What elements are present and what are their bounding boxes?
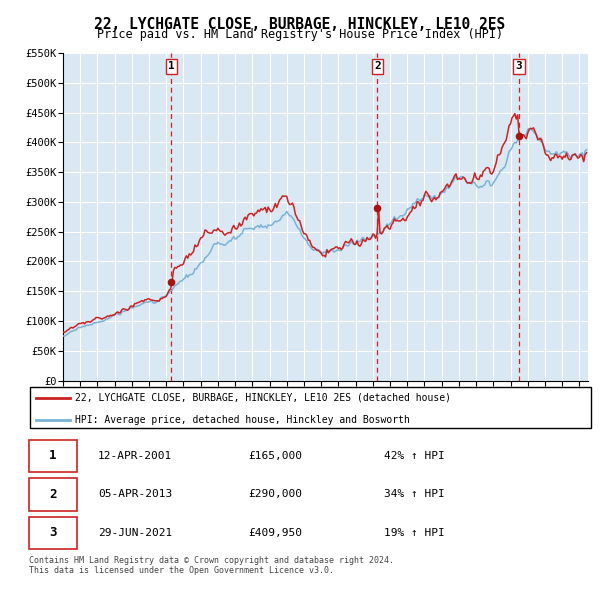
Text: 19% ↑ HPI: 19% ↑ HPI bbox=[384, 528, 445, 538]
Text: 2: 2 bbox=[374, 61, 381, 71]
Text: This data is licensed under the Open Government Licence v3.0.: This data is licensed under the Open Gov… bbox=[29, 566, 334, 575]
Text: £165,000: £165,000 bbox=[248, 451, 302, 461]
FancyBboxPatch shape bbox=[29, 517, 77, 549]
Text: Price paid vs. HM Land Registry's House Price Index (HPI): Price paid vs. HM Land Registry's House … bbox=[97, 28, 503, 41]
Text: 2: 2 bbox=[49, 488, 57, 501]
Text: 1: 1 bbox=[168, 61, 175, 71]
Text: 42% ↑ HPI: 42% ↑ HPI bbox=[384, 451, 445, 461]
Text: 22, LYCHGATE CLOSE, BURBAGE, HINCKLEY, LE10 2ES: 22, LYCHGATE CLOSE, BURBAGE, HINCKLEY, L… bbox=[94, 17, 506, 31]
Text: HPI: Average price, detached house, Hinckley and Bosworth: HPI: Average price, detached house, Hinc… bbox=[75, 415, 410, 425]
FancyBboxPatch shape bbox=[30, 387, 591, 428]
Text: 34% ↑ HPI: 34% ↑ HPI bbox=[384, 490, 445, 499]
Text: Contains HM Land Registry data © Crown copyright and database right 2024.: Contains HM Land Registry data © Crown c… bbox=[29, 556, 394, 565]
FancyBboxPatch shape bbox=[29, 440, 77, 472]
Text: 1: 1 bbox=[49, 450, 57, 463]
Text: 22, LYCHGATE CLOSE, BURBAGE, HINCKLEY, LE10 2ES (detached house): 22, LYCHGATE CLOSE, BURBAGE, HINCKLEY, L… bbox=[75, 393, 451, 402]
Text: £290,000: £290,000 bbox=[248, 490, 302, 499]
Text: £409,950: £409,950 bbox=[248, 528, 302, 538]
Text: 05-APR-2013: 05-APR-2013 bbox=[98, 490, 172, 499]
Text: 3: 3 bbox=[49, 526, 57, 539]
FancyBboxPatch shape bbox=[29, 478, 77, 511]
Text: 12-APR-2001: 12-APR-2001 bbox=[98, 451, 172, 461]
Text: 3: 3 bbox=[515, 61, 523, 71]
Text: 29-JUN-2021: 29-JUN-2021 bbox=[98, 528, 172, 538]
